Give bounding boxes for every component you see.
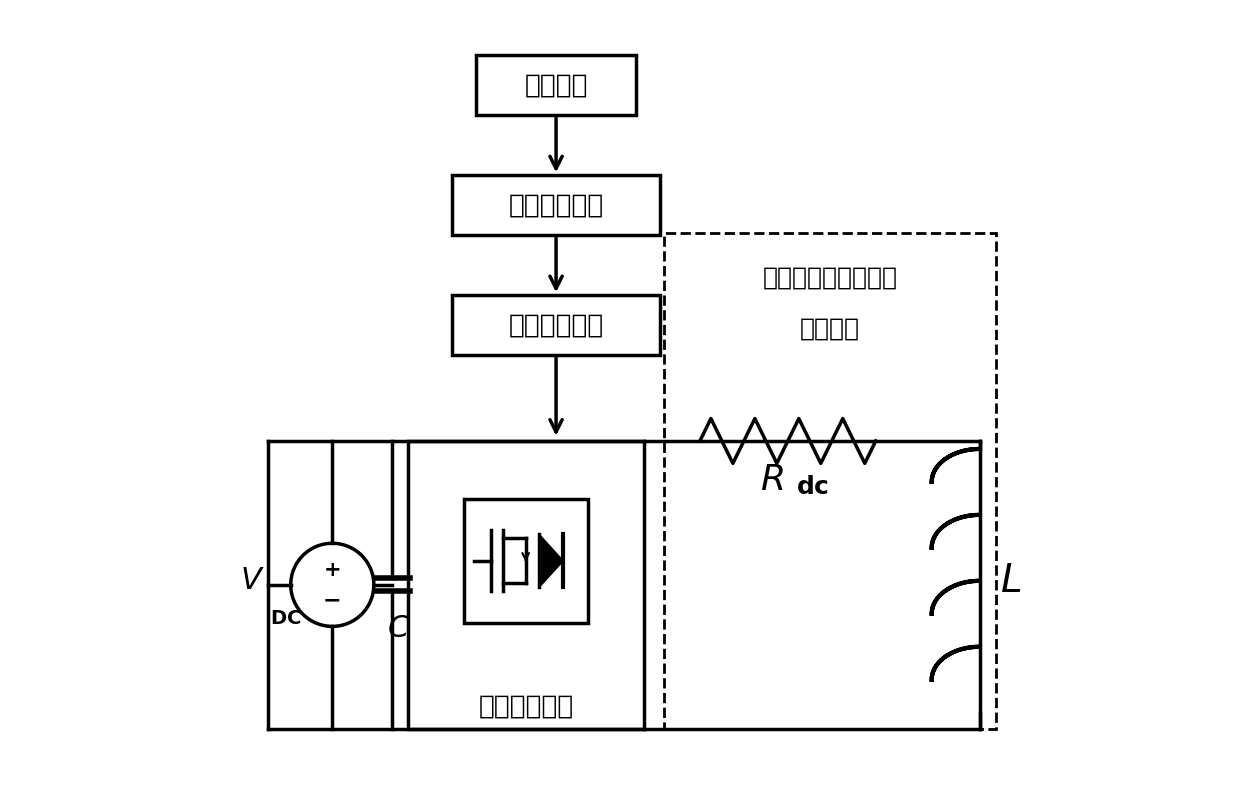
Text: $\mathit{C}$: $\mathit{C}$: [387, 614, 410, 642]
Text: $\mathit{V}$: $\mathit{V}$: [239, 565, 264, 594]
Bar: [476, 55, 636, 115]
Text: 光耦隔离模块: 光耦隔离模块: [508, 192, 604, 218]
Bar: [408, 441, 644, 729]
Text: $\mathit{R}$: $\mathit{R}$: [760, 464, 784, 497]
Text: +: +: [324, 561, 341, 581]
Text: $\mathbf{DC}$: $\mathbf{DC}$: [270, 609, 301, 628]
Text: $\mathit{L}$: $\mathit{L}$: [999, 562, 1021, 600]
Polygon shape: [539, 534, 563, 587]
Text: −: −: [322, 590, 341, 610]
Text: 退磁过程中的变压器: 退磁过程中的变压器: [763, 265, 898, 289]
Text: 开关驱动模块: 开关驱动模块: [508, 312, 604, 338]
Bar: [453, 175, 660, 235]
Text: 全桥逆变电路: 全桥逆变电路: [479, 693, 574, 719]
Text: $\mathbf{dc}$: $\mathbf{dc}$: [796, 475, 828, 499]
Bar: [464, 499, 588, 623]
Text: 微控制器: 微控制器: [525, 72, 588, 99]
Text: 等效电路: 等效电路: [800, 317, 859, 341]
Bar: [453, 295, 660, 355]
Bar: [663, 233, 996, 729]
